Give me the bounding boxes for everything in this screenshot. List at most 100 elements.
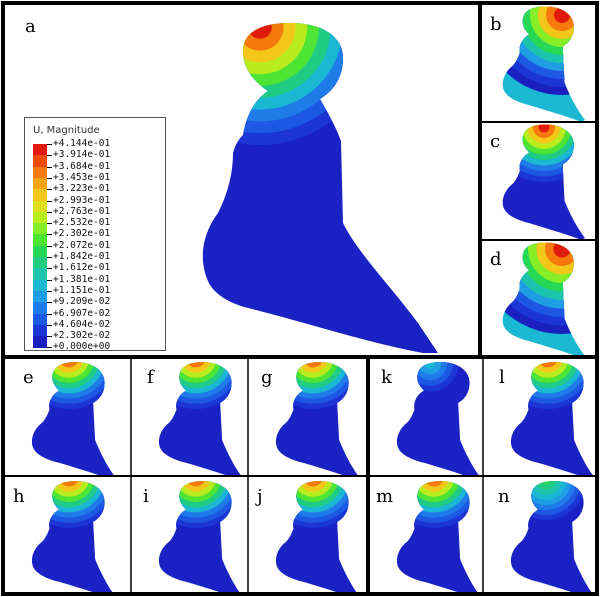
panel-k: k bbox=[370, 359, 482, 475]
panel-e: e bbox=[5, 359, 130, 475]
panel-label-j: j bbox=[257, 486, 263, 507]
panel-g: g bbox=[249, 359, 366, 475]
legend-swatch bbox=[33, 223, 47, 235]
panel-label-n: n bbox=[498, 486, 510, 507]
legend-tick bbox=[47, 336, 52, 338]
bone-contour-b bbox=[502, 6, 586, 121]
legend-level-label: +3.684e-01 bbox=[53, 160, 111, 172]
panel-h: h bbox=[5, 478, 130, 592]
legend-tick bbox=[47, 234, 52, 236]
color-legend: U, Magnitude +4.144e-01 +3.914e-01 +3.684e… bbox=[24, 117, 166, 351]
legend-swatch bbox=[33, 155, 47, 168]
panel-label-m: m bbox=[376, 486, 394, 507]
legend-tick bbox=[47, 223, 52, 225]
legend-swatch bbox=[33, 290, 47, 303]
legend-level-label: +1.612e-01 bbox=[53, 262, 111, 274]
legend-swatch bbox=[33, 177, 47, 190]
panel-label-a: a bbox=[25, 16, 36, 37]
legend-tick bbox=[47, 200, 52, 202]
legend-tick bbox=[47, 155, 52, 157]
panel-label-i: i bbox=[143, 486, 149, 507]
legend-swatch bbox=[33, 279, 47, 292]
legend-title: U, Magnitude bbox=[33, 125, 100, 136]
panel-n: n bbox=[484, 478, 595, 592]
legend-level-label: +3.914e-01 bbox=[53, 149, 111, 161]
legend-swatch bbox=[33, 166, 47, 179]
legend-swatch bbox=[33, 257, 47, 269]
bone-contour-n bbox=[510, 481, 592, 592]
legend-level-label: +4.604e-02 bbox=[53, 318, 111, 330]
legend-tick bbox=[47, 166, 52, 168]
legend-swatch bbox=[33, 144, 47, 156]
legend-tick bbox=[47, 177, 52, 179]
legend-tick bbox=[47, 144, 52, 145]
legend-swatch bbox=[33, 336, 47, 348]
legend-level-label: +3.223e-01 bbox=[53, 183, 111, 195]
legend-tick bbox=[47, 279, 52, 281]
panel-label-d: d bbox=[490, 249, 502, 270]
legend-level-label: +4.144e-01 bbox=[53, 138, 111, 149]
legend-swatch bbox=[33, 302, 47, 314]
panel-label-b: b bbox=[490, 14, 502, 35]
panel-label-k: k bbox=[381, 367, 392, 388]
bone-contour-g bbox=[275, 362, 360, 475]
legend-level-label: +2.532e-01 bbox=[53, 217, 111, 229]
legend-swatch bbox=[33, 324, 47, 337]
bone-contour-f bbox=[158, 362, 243, 475]
bone-contour-j bbox=[275, 481, 360, 592]
panel-i: i bbox=[132, 478, 247, 592]
legend-level-label: +9.209e-02 bbox=[53, 296, 111, 308]
legend-tick bbox=[47, 290, 52, 292]
bone-contour-e bbox=[31, 362, 116, 475]
legend-tick bbox=[47, 189, 52, 191]
bone-contour-c bbox=[502, 124, 586, 239]
legend-level-label: +2.302e-02 bbox=[53, 330, 111, 342]
legend-level-label: +2.302e-01 bbox=[53, 228, 111, 240]
bone-contour-h bbox=[31, 481, 116, 592]
panel-label-h: h bbox=[13, 486, 25, 507]
bone-contour-d bbox=[502, 242, 585, 355]
panel-label-l: l bbox=[499, 367, 505, 388]
legend-swatch bbox=[33, 200, 47, 213]
legend-tick bbox=[47, 324, 52, 326]
legend-level-label: +6.907e-02 bbox=[53, 307, 111, 319]
legend-level-label: +1.381e-01 bbox=[53, 273, 111, 285]
legend-level-label: +2.763e-01 bbox=[53, 205, 111, 217]
legend-tick bbox=[47, 313, 52, 315]
bone-contour-l bbox=[510, 362, 595, 475]
legend-swatch bbox=[33, 268, 47, 281]
legend-tick bbox=[47, 211, 52, 213]
bone-contour-m bbox=[396, 481, 481, 592]
legend-tick bbox=[47, 268, 52, 270]
panel-label-e: e bbox=[23, 367, 34, 388]
panel-c: c bbox=[482, 123, 595, 239]
legend-swatch bbox=[33, 189, 47, 201]
legend-level-label: +2.072e-01 bbox=[53, 239, 111, 251]
panel-label-c: c bbox=[490, 131, 501, 152]
legend-level-label: +0.000e+00 bbox=[53, 341, 111, 353]
panel-l: l bbox=[484, 359, 595, 475]
legend-swatch bbox=[33, 313, 47, 326]
panel-j: j bbox=[249, 478, 366, 592]
legend-swatch bbox=[33, 211, 47, 224]
legend-tick bbox=[47, 257, 52, 258]
legend-swatch bbox=[33, 245, 47, 258]
panel-d: d bbox=[482, 241, 595, 355]
bone-contour-a bbox=[202, 23, 438, 353]
bone-contour-k bbox=[396, 362, 479, 475]
legend-tick bbox=[47, 245, 52, 247]
panel-label-g: g bbox=[261, 367, 273, 388]
legend-level-label: +1.842e-01 bbox=[53, 251, 111, 262]
panel-b: b bbox=[482, 5, 595, 121]
legend-swatch bbox=[33, 234, 47, 247]
panel-m: m bbox=[370, 478, 482, 592]
bone-contour-i bbox=[158, 481, 243, 592]
legend-level-label: +2.993e-01 bbox=[53, 194, 111, 206]
legend-level-label: +3.453e-01 bbox=[53, 171, 111, 183]
panel-label-f: f bbox=[147, 367, 154, 388]
legend-level-label: +1.151e-01 bbox=[53, 284, 111, 296]
panel-f: f bbox=[132, 359, 247, 475]
legend-tick bbox=[47, 347, 52, 349]
legend-tick bbox=[47, 302, 52, 304]
